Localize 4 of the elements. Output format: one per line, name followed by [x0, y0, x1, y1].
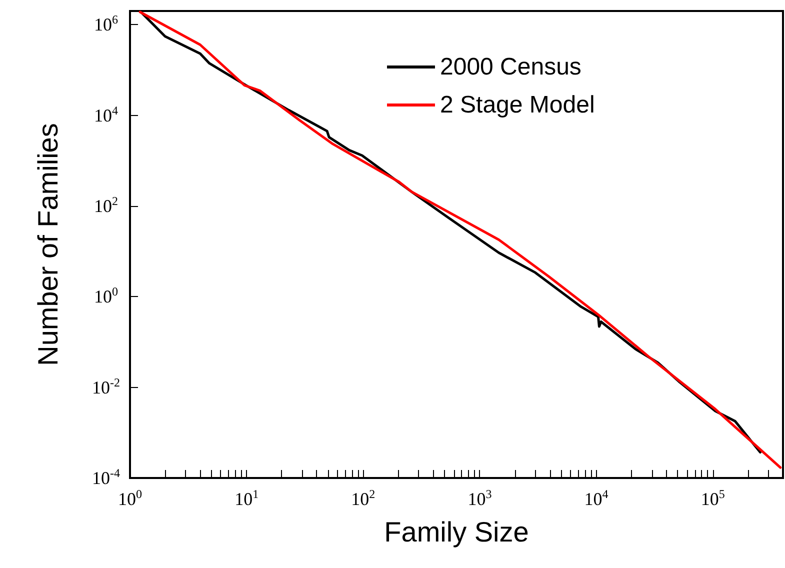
legend-label: 2000 Census	[440, 54, 582, 80]
x-axis-title: Family Size	[384, 516, 529, 548]
y-axis-title: Number of Families	[32, 123, 64, 366]
legend-label: 2 Stage Model	[440, 92, 595, 118]
